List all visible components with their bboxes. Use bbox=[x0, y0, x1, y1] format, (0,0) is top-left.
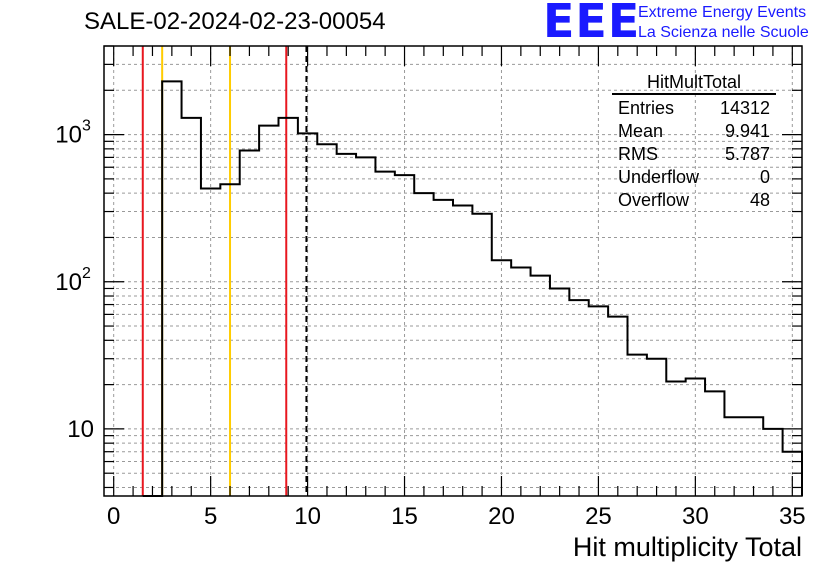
histogram-bin bbox=[647, 359, 666, 496]
histogram-bin bbox=[414, 193, 433, 496]
logo-tagline-1: Extreme Energy Events bbox=[638, 4, 807, 21]
histogram-bin bbox=[337, 154, 356, 496]
stats-box: HitMultTotal Entries 14312 Mean 9.941 RM… bbox=[612, 72, 776, 212]
histogram-bin bbox=[550, 288, 569, 496]
histogram-bin bbox=[240, 150, 259, 496]
x-tick-label: 10 bbox=[294, 503, 321, 530]
eee-logo: EEE bbox=[543, 0, 641, 48]
y-tick-label: 10 bbox=[55, 122, 82, 149]
x-tick-label: 35 bbox=[779, 503, 806, 530]
y-tick-exponent: 2 bbox=[82, 265, 91, 282]
histogram-bin bbox=[259, 126, 278, 496]
histogram-bin bbox=[763, 429, 782, 496]
histogram-bin bbox=[569, 300, 588, 496]
x-axis-label: Hit multiplicity Total bbox=[572, 532, 802, 562]
stats-label: Overflow bbox=[618, 190, 690, 210]
histogram-bin bbox=[279, 118, 298, 496]
x-tick-label: 5 bbox=[204, 503, 217, 530]
x-tick-label: 0 bbox=[107, 503, 120, 530]
histogram-bin bbox=[356, 157, 375, 496]
histogram-bin bbox=[705, 391, 724, 496]
stats-value: 14312 bbox=[719, 98, 770, 118]
stats-row-mean: Mean 9.941 bbox=[612, 120, 776, 143]
histogram-bin bbox=[472, 214, 491, 496]
y-tick-label: 10 bbox=[55, 269, 82, 296]
stats-row-underflow: Underflow 0 bbox=[612, 166, 776, 189]
x-tick-label: 15 bbox=[391, 503, 418, 530]
stats-value: 48 bbox=[749, 190, 770, 210]
axis-ticks bbox=[104, 45, 802, 496]
y-tick-label: 10 bbox=[67, 416, 94, 443]
histogram-bin bbox=[608, 317, 627, 496]
stats-row-rms: RMS 5.787 bbox=[612, 143, 776, 166]
stats-label: Entries bbox=[618, 98, 675, 118]
stats-value: 5.787 bbox=[724, 144, 770, 164]
plot-frame bbox=[103, 45, 803, 497]
stats-label: RMS bbox=[618, 144, 658, 164]
stats-row-overflow: Overflow 48 bbox=[612, 189, 776, 212]
stats-value: 0 bbox=[759, 167, 770, 187]
histogram-bin bbox=[453, 205, 472, 496]
stats-label: Mean bbox=[618, 121, 664, 141]
histogram-bin bbox=[628, 355, 647, 496]
stats-title: HitMultTotal bbox=[612, 72, 776, 95]
x-tick-label: 30 bbox=[682, 503, 709, 530]
histogram-outline bbox=[142, 80, 803, 497]
x-tick-label: 25 bbox=[585, 503, 612, 530]
stats-value: 9.941 bbox=[724, 121, 770, 141]
histogram-bars bbox=[142, 80, 803, 497]
histogram-bin bbox=[182, 118, 201, 496]
stats-row-entries: Entries 14312 bbox=[612, 97, 776, 120]
grid-lines bbox=[104, 45, 802, 496]
stats-label: Underflow bbox=[618, 167, 700, 187]
y-tick-exponent: 3 bbox=[82, 118, 91, 135]
histogram-bin bbox=[666, 381, 685, 496]
chart-title: SALE-02-2024-02-23-00054 bbox=[84, 8, 386, 35]
histogram-bin bbox=[531, 276, 550, 496]
x-tick-label: 20 bbox=[488, 503, 515, 530]
histogram-bin bbox=[375, 172, 394, 496]
logo-tagline-2: La Scienza nelle Scuole bbox=[638, 24, 809, 41]
